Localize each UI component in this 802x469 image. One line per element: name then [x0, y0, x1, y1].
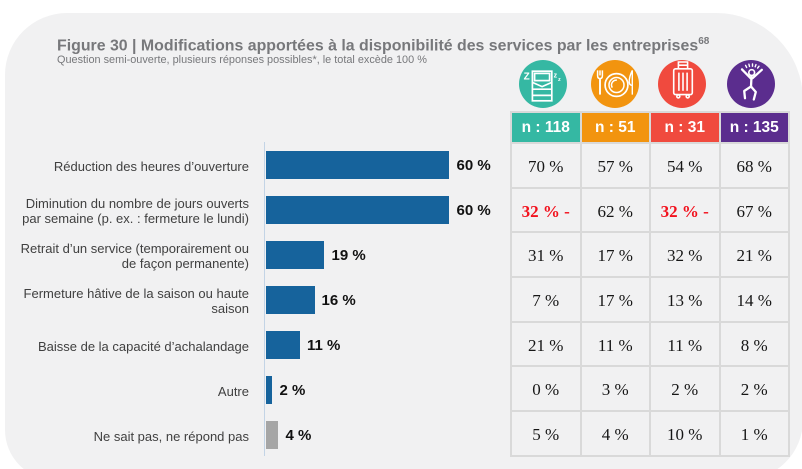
- svg-text:z: z: [554, 72, 558, 79]
- svg-text:z: z: [558, 77, 561, 83]
- svg-text:Z: Z: [524, 72, 530, 83]
